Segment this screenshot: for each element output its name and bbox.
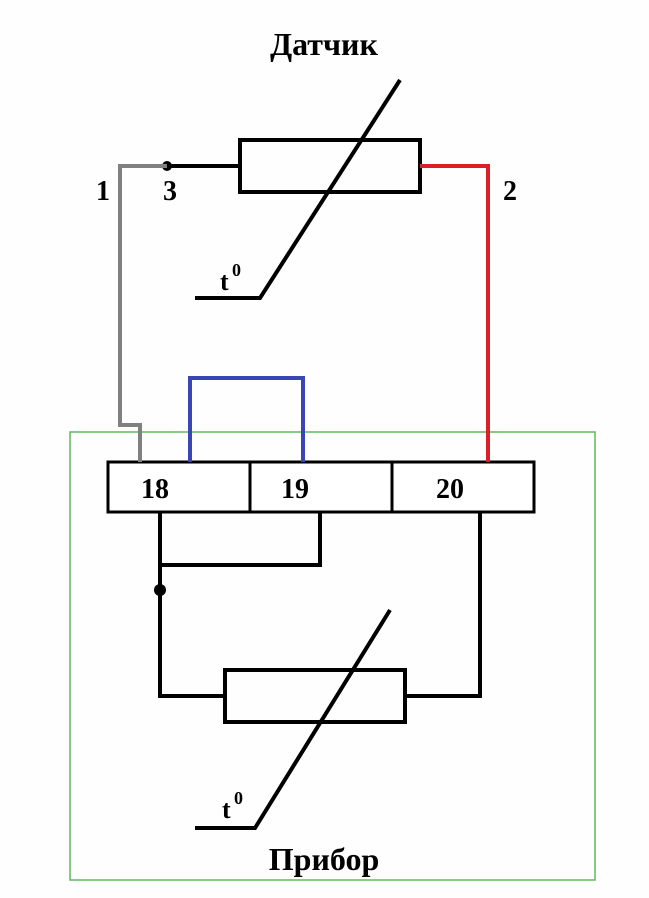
terminal-19-label: 19 <box>281 474 309 505</box>
wire-lower-right <box>405 512 480 696</box>
temp-symbol-top-t: t <box>220 267 229 296</box>
wire-red-2 <box>420 166 488 462</box>
lower-resistor <box>225 670 405 722</box>
node-1-label: 1 <box>96 176 110 207</box>
wire-lower-left <box>160 590 225 696</box>
wire-blue-jumper <box>190 378 303 462</box>
node-3-label: 3 <box>163 176 177 207</box>
node-2-label: 2 <box>503 176 517 207</box>
terminal-18-label: 18 <box>141 474 169 505</box>
bottom-title: Прибор <box>269 841 380 877</box>
circuit-diagram: Датчик Прибор 1 2 3 18 19 20 t 0 t 0 <box>0 0 649 898</box>
terminal-20-label: 20 <box>436 474 464 505</box>
temp-symbol-top-sup: 0 <box>232 260 241 280</box>
temp-symbol-bottom-t: t <box>222 795 231 824</box>
wire-lower-19 <box>160 512 320 565</box>
wire-gray-1 <box>120 166 167 462</box>
temp-symbol-bottom-sup: 0 <box>234 788 243 808</box>
upper-resistor-temp-line <box>195 80 400 298</box>
upper-resistor <box>240 140 420 192</box>
top-title: Датчик <box>270 26 378 62</box>
terminal-row-bg <box>108 462 534 512</box>
